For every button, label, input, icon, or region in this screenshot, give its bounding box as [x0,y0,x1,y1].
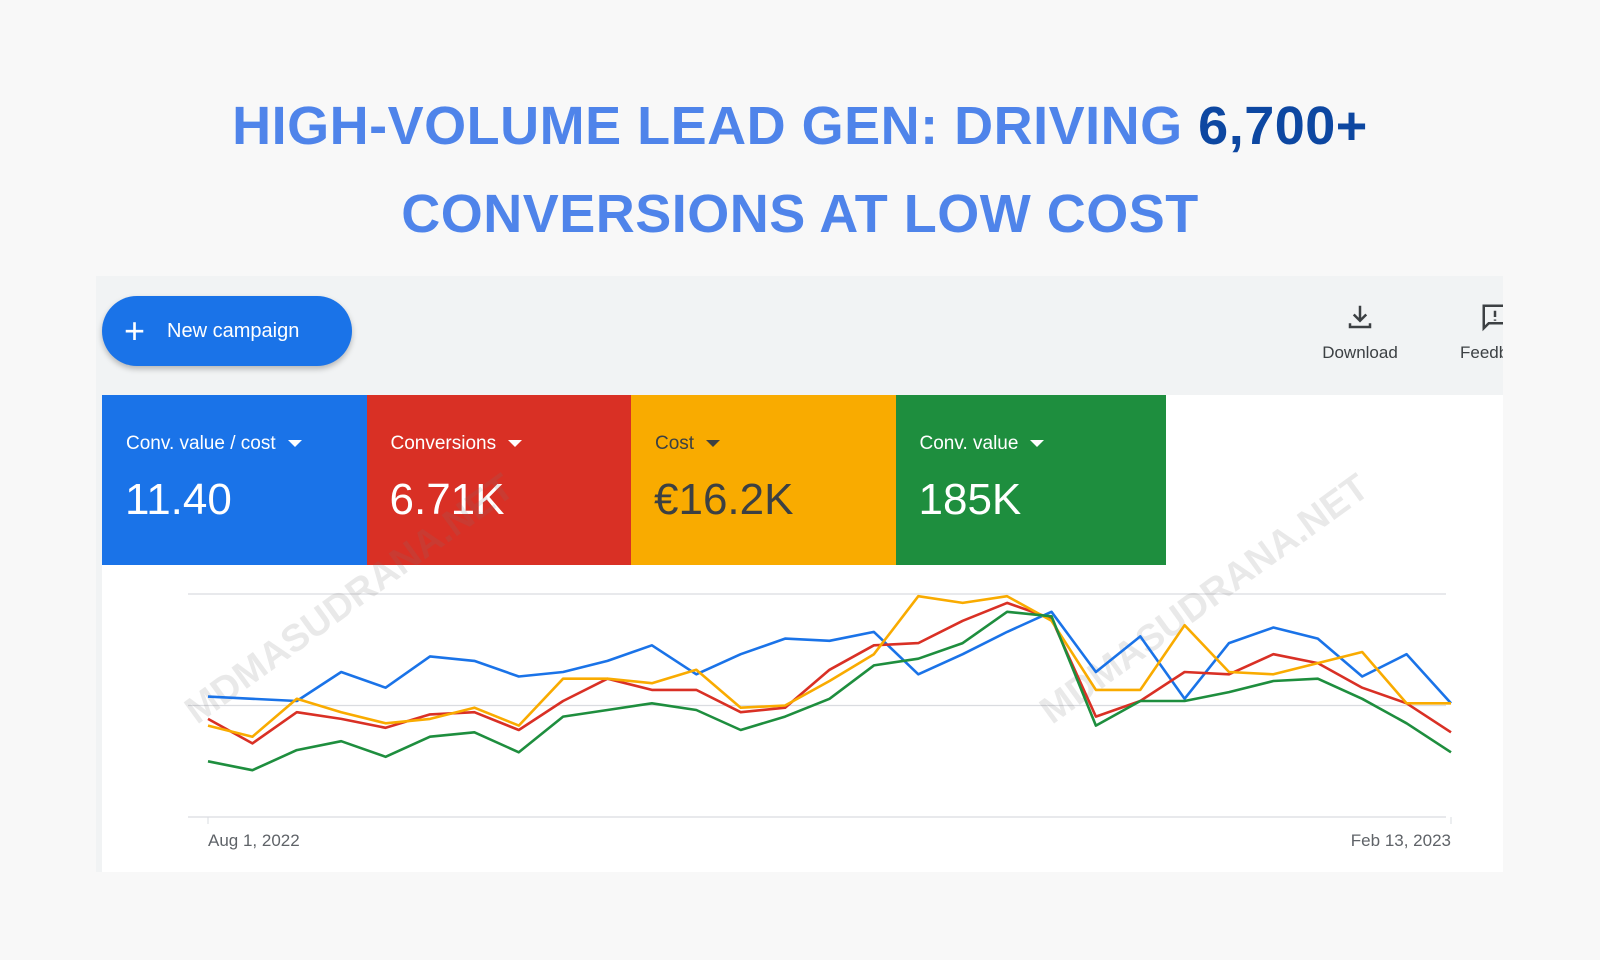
data-line [207,610,1452,772]
metric-card[interactable]: Conv. value 185K [895,395,1166,565]
watermark: MDMASUDRANA.NET [178,466,522,732]
data-line [207,594,1451,738]
feedback-button[interactable]: Feedback [1460,302,1503,363]
feedback-label: Feedback [1460,343,1503,362]
feedback-icon [1482,304,1503,332]
metric-card[interactable]: Conv. value / cost 11.40 [102,395,372,565]
metric-value: 6.71K [389,475,505,524]
chart-area: Conv. value / cost 11.40 Conversions 6.71K C… [102,395,1503,872]
metric-label: Cost [655,433,720,455]
button-label: New campaign [167,319,300,342]
download-icon [1348,305,1372,329]
metric-card[interactable]: Conversions 6.71K [366,395,637,565]
metric-value: €16.2K [654,475,794,524]
ads-panel: + New campaign Download Feedback Conv. va… [96,276,1503,872]
data-line [207,601,1452,745]
metric-label: Conversions [391,433,523,455]
metric-label: Conv. value / cost [126,433,302,455]
metric-value: 11.40 [125,475,232,524]
plus-icon: + [124,310,146,351]
metric-value: 185K [918,475,1022,524]
headline: HIGH-VOLUME LEAD GEN: DRIVING 6,700+ CONV… [0,82,1600,258]
data-line [207,610,1452,705]
x-tick-label: Feb 13, 2023 [1351,831,1451,850]
download-label: Download [1322,343,1398,362]
x-tick-label: Aug 1, 2022 [208,831,300,850]
headline-text: CONVERSIONS AT LOW COST [401,184,1199,244]
download-button[interactable]: Download [1318,302,1402,363]
headline-highlight: 6,700+ [1198,96,1368,156]
headline-text: HIGH-VOLUME LEAD GEN: DRIVING [232,96,1199,156]
metric-label: Conv. value [920,433,1045,455]
new-campaign-button[interactable]: + New campaign [102,296,352,366]
metric-card[interactable]: Cost €16.2K [631,395,901,565]
